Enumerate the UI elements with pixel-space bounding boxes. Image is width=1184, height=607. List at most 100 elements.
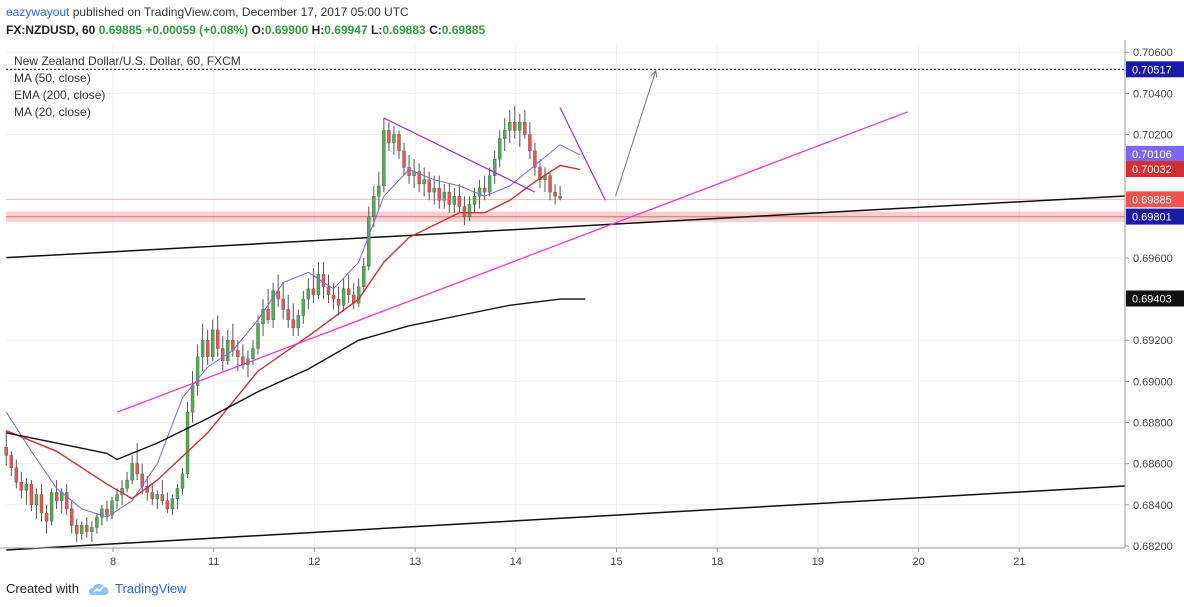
candle-up — [195, 356, 200, 386]
candle-up — [261, 309, 265, 324]
candle-up — [95, 516, 99, 528]
tradingview-cloud-icon — [88, 583, 109, 595]
price-label-text: 0.70517 — [1132, 64, 1172, 76]
candle-up — [362, 265, 366, 287]
candle-up — [170, 498, 175, 510]
price-label-bg — [1126, 145, 1184, 162]
candle-up — [487, 175, 492, 193]
candle-down — [150, 492, 154, 499]
publish-header: eazywayout published on TradingView.com,… — [6, 4, 409, 20]
candle-down — [216, 329, 220, 349]
y-tick-label: 0.70200 — [1133, 130, 1173, 142]
chart-axes: 0.70600 0.70400 0.70200 0.69600 0.69200 0.690… — [0, 40, 1173, 568]
low-value: 0.69883 — [382, 23, 426, 37]
symbol-name: FX:NZDUSD, 60 — [6, 23, 96, 37]
last-price: 0.69885 — [98, 23, 143, 37]
price-label-text: 0.69403 — [1132, 293, 1172, 305]
price-label-bg — [1126, 61, 1184, 78]
candle-down — [397, 134, 401, 152]
candle-down — [85, 525, 89, 532]
candle-up — [341, 288, 346, 306]
price-label-bg — [1126, 208, 1184, 225]
pink-trendline — [116, 111, 908, 413]
candle-up — [100, 508, 104, 518]
price-chart[interactable]: 0.70600 0.70400 0.70200 0.69600 0.69200 0.690… — [0, 40, 1184, 573]
ema200-line — [6, 298, 586, 461]
candle-up — [251, 348, 255, 359]
high-value: 0.69947 — [324, 23, 368, 37]
candle-up — [382, 130, 386, 187]
candle-up — [372, 196, 376, 218]
candle-up — [306, 288, 311, 300]
candle-down — [427, 179, 431, 193]
candle-down — [70, 508, 74, 526]
candle-up — [155, 494, 160, 499]
tradingview-brand-link[interactable]: TradingView — [114, 581, 187, 596]
x-tick-label: 15 — [610, 556, 622, 568]
candle-up — [296, 315, 300, 329]
candle-down — [311, 288, 316, 296]
open-value: 0.69900 — [264, 23, 309, 37]
close-value: 0.69885 — [441, 23, 486, 37]
candle-up — [90, 527, 94, 532]
legend-title: New Zealand Dollar/U.S. Dollar, 60, FXCM — [14, 54, 241, 68]
price-labels: 0.70517 0.70106 0.70032 0.69885 0.69801 0.694… — [1126, 61, 1184, 307]
candle-down — [326, 286, 331, 296]
candle-up — [226, 340, 230, 362]
purple-trendline-1 — [383, 117, 536, 193]
candle-up — [185, 412, 190, 475]
legend-ema200[interactable]: EMA (200, close) — [14, 88, 106, 102]
y-tick-label: 0.69600 — [1133, 253, 1173, 265]
candle-up — [210, 329, 215, 357]
y-tick-label: 0.70400 — [1133, 88, 1173, 100]
legend-ma50[interactable]: MA (50, close) — [14, 71, 91, 85]
candle-down — [9, 455, 13, 468]
channel-lower-line — [6, 485, 1126, 551]
price-label-bg — [1126, 191, 1184, 208]
candle-down — [553, 191, 557, 197]
trend-drawings — [116, 69, 908, 413]
candle-down — [39, 494, 44, 514]
drawings-back — [6, 68, 1126, 551]
candles — [4, 105, 562, 542]
candle-down — [105, 508, 109, 516]
candle-down — [513, 121, 517, 131]
candle-up — [34, 494, 39, 505]
candle-down — [44, 512, 49, 522]
price-label-text: 0.70032 — [1132, 164, 1172, 176]
y-tick-label: 0.70600 — [1133, 47, 1173, 59]
open-label: O: — [251, 23, 265, 37]
close-label: C: — [429, 23, 442, 37]
x-tick-label: 14 — [510, 556, 522, 568]
candle-down — [437, 187, 441, 201]
y-tick-label: 0.68800 — [1133, 418, 1173, 430]
candle-up — [392, 134, 396, 143]
purple-trendline-2 — [559, 107, 606, 201]
candle-down — [135, 463, 139, 475]
candle-up — [190, 385, 195, 413]
author-link[interactable]: eazywayout — [6, 5, 70, 19]
price-label-text: 0.69885 — [1132, 194, 1172, 206]
candle-up — [442, 191, 447, 201]
candle-down — [221, 348, 225, 362]
candle-down — [54, 492, 59, 501]
candle-up — [200, 340, 205, 357]
price-label-bg — [1126, 290, 1184, 307]
candle-down — [417, 171, 421, 185]
y-tick-label: 0.69000 — [1133, 376, 1173, 388]
candle-up — [180, 473, 185, 489]
x-tick-label: 11 — [208, 556, 219, 568]
x-tick-label: 19 — [812, 556, 824, 568]
candle-down — [14, 467, 19, 483]
candle-down — [286, 309, 290, 320]
candle-up — [357, 286, 361, 304]
ma20-line — [5, 144, 581, 518]
candle-down — [528, 134, 532, 152]
legend-ma20[interactable]: MA (20, close) — [14, 105, 91, 119]
candle-up — [24, 484, 29, 491]
candle-down — [205, 340, 210, 357]
candle-down — [407, 167, 411, 176]
x-tick-label: 20 — [912, 556, 924, 568]
candle-down — [281, 298, 285, 310]
footer: Created with TradingView — [6, 581, 187, 597]
